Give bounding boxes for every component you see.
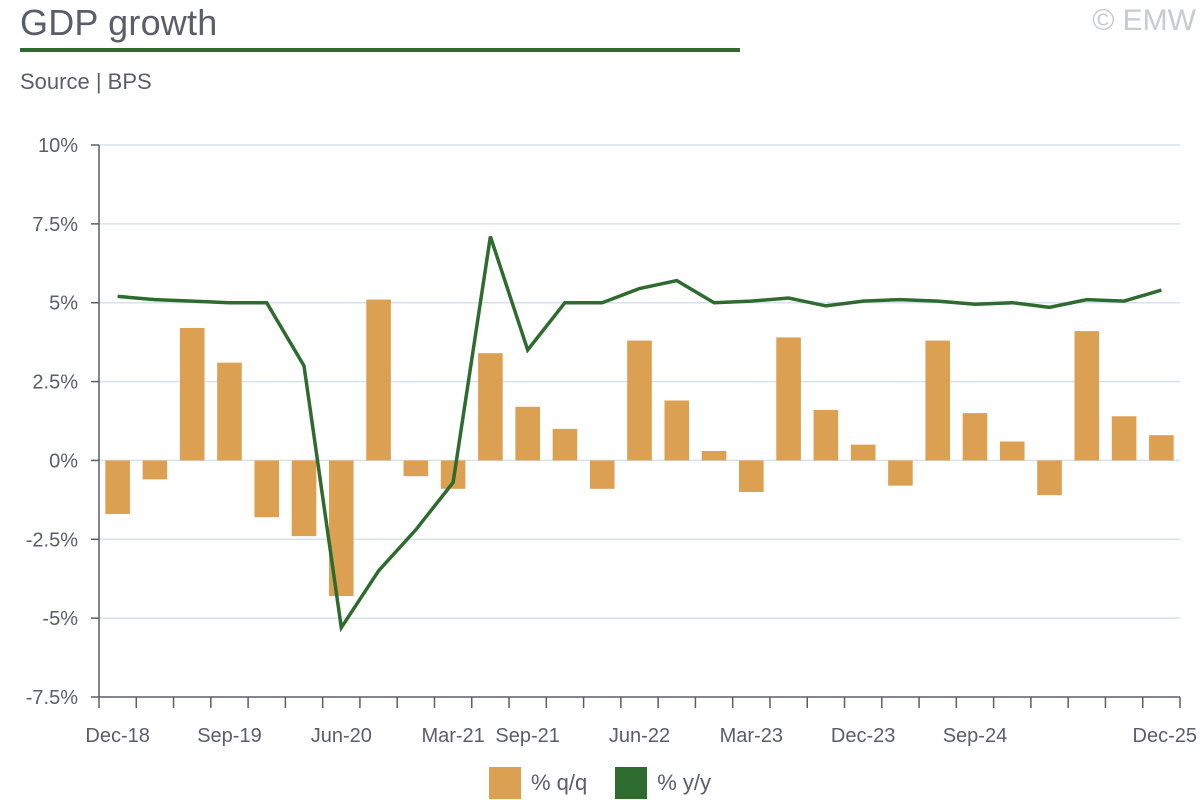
source-label: Source | BPS bbox=[20, 69, 152, 94]
bar-qq bbox=[664, 400, 690, 461]
legend-item-qq: % q/q bbox=[488, 767, 588, 799]
x-tick-label: Jun-22 bbox=[609, 725, 670, 747]
y-tick-label: 10% bbox=[38, 135, 78, 157]
bar-qq bbox=[291, 460, 317, 537]
bar-qq bbox=[478, 353, 503, 461]
line-yy bbox=[117, 235, 1162, 633]
bar-qq bbox=[1037, 460, 1062, 496]
bar-qq bbox=[962, 413, 988, 461]
bar-qq bbox=[925, 340, 951, 461]
bar-qq bbox=[254, 460, 280, 518]
y-tick-label: -5% bbox=[42, 608, 78, 630]
legend-swatch-yy bbox=[615, 767, 648, 799]
x-tick-label: Mar-21 bbox=[421, 725, 484, 747]
bar-qq bbox=[589, 460, 615, 489]
x-tick-label: Sep-24 bbox=[943, 725, 1008, 747]
y-tick-label: 7.5% bbox=[32, 214, 78, 236]
copyright-notice: © EMW bbox=[1092, 4, 1196, 37]
bar-qq bbox=[552, 428, 578, 461]
bar-qq bbox=[142, 460, 168, 480]
chart-area: 10% 7.5% 5% 2.5% 0% -2.5% -5% -7.5% Dec-18 Sep-19… bbox=[26, 135, 1197, 747]
y-tick-label: 0% bbox=[49, 450, 78, 472]
chart-title: GDP growth bbox=[20, 2, 218, 43]
bar-qq bbox=[1149, 435, 1174, 461]
bar-qq bbox=[366, 299, 391, 461]
bar-qq bbox=[179, 327, 205, 461]
bar-qq bbox=[627, 340, 652, 461]
bar-qq bbox=[999, 441, 1025, 461]
legend-item-yy: % y/y bbox=[615, 767, 711, 799]
bar-qq bbox=[701, 450, 727, 461]
bar-qq bbox=[1074, 331, 1100, 461]
bar-qq bbox=[813, 409, 839, 461]
bar-qq bbox=[105, 460, 130, 515]
bar-qq bbox=[1111, 416, 1137, 461]
bar-qq bbox=[217, 362, 242, 461]
x-tick-label: Jun-20 bbox=[311, 725, 372, 747]
legend-swatch-qq bbox=[488, 767, 521, 799]
bar-qq bbox=[403, 460, 429, 477]
x-tick-label: Sep-21 bbox=[495, 725, 560, 747]
y-tick-label: 5% bbox=[49, 293, 78, 315]
bar-qq bbox=[888, 460, 913, 486]
bar-qq bbox=[739, 460, 764, 492]
bar-qq bbox=[515, 406, 540, 461]
title-underline bbox=[20, 48, 740, 52]
bar-qq bbox=[776, 337, 801, 461]
y-tick-label: -7.5% bbox=[26, 687, 78, 709]
x-tick-label: Dec-23 bbox=[831, 725, 895, 747]
x-tick-label: Dec-18 bbox=[85, 725, 149, 747]
x-tick-label: Sep-19 bbox=[197, 725, 262, 747]
y-tick-label: -2.5% bbox=[26, 529, 78, 551]
y-tick-label: 2.5% bbox=[32, 372, 78, 394]
chart-legend: % q/q % y/y bbox=[0, 766, 1200, 800]
legend-label-qq: % q/q bbox=[530, 770, 588, 795]
x-tick-label: Mar-23 bbox=[720, 725, 783, 747]
x-tick-label: Dec-25 bbox=[1133, 725, 1197, 747]
legend-label-yy: % y/y bbox=[657, 770, 712, 795]
bar-qq bbox=[850, 444, 876, 461]
